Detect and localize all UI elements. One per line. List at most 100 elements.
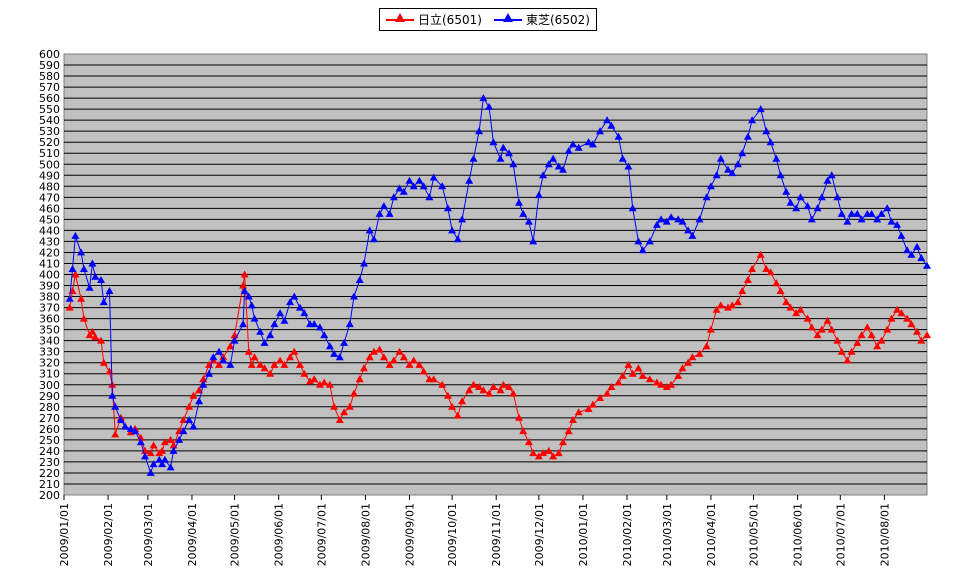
y-tick-label: 490	[39, 169, 60, 182]
data-point	[823, 316, 832, 324]
data-point	[429, 173, 438, 181]
data-point	[657, 215, 666, 223]
data-point	[330, 402, 339, 410]
data-point	[240, 287, 249, 294]
data-point	[733, 298, 742, 306]
data-point	[166, 463, 175, 471]
data-point	[667, 380, 676, 388]
data-point	[296, 360, 304, 368]
data-point	[607, 383, 616, 390]
data-point	[335, 353, 344, 361]
data-point	[419, 182, 428, 190]
x-tick-label: 2009/03/01	[142, 503, 155, 566]
data-point	[923, 331, 931, 339]
data-point	[355, 276, 364, 283]
data-point	[116, 416, 125, 423]
data-point	[519, 427, 528, 435]
data-point	[515, 198, 523, 206]
data-point	[68, 265, 77, 272]
data-point	[529, 449, 538, 457]
data-point	[453, 235, 462, 243]
data-point	[244, 292, 253, 300]
data-point	[614, 132, 623, 140]
data-point	[270, 320, 279, 328]
data-point	[843, 217, 852, 225]
data-point	[782, 187, 791, 195]
data-point	[160, 438, 169, 446]
data-point	[712, 305, 721, 313]
data-point	[438, 182, 447, 190]
data-point	[807, 323, 816, 331]
data-point	[385, 209, 394, 217]
data-point	[827, 171, 836, 179]
series-1	[65, 250, 931, 460]
data-point	[903, 246, 912, 254]
data-point	[179, 416, 188, 423]
data-point	[803, 314, 812, 322]
data-point	[893, 305, 902, 313]
data-point	[389, 356, 398, 364]
data-point	[645, 237, 654, 245]
y-tick-label: 460	[39, 202, 60, 215]
data-point	[917, 336, 926, 344]
x-tick-label: 2009/01/01	[58, 503, 71, 566]
data-point	[857, 215, 866, 223]
data-point	[489, 138, 498, 146]
data-point	[266, 369, 275, 377]
data-point	[796, 193, 805, 201]
x-tick-label: 2010/01/01	[577, 503, 590, 566]
y-tick-label: 260	[39, 423, 60, 436]
data-point	[469, 380, 478, 388]
data-point	[913, 242, 921, 250]
data-point	[438, 380, 447, 388]
y-tick-label: 530	[39, 125, 60, 138]
data-point	[385, 360, 394, 368]
data-point	[310, 375, 319, 383]
data-point	[91, 333, 100, 341]
data-point	[823, 176, 832, 184]
y-tick-label: 520	[39, 136, 60, 149]
data-point	[155, 455, 164, 463]
data-point	[240, 270, 249, 278]
data-point	[99, 358, 108, 366]
data-point	[389, 193, 398, 201]
data-point	[827, 325, 836, 333]
data-point	[877, 209, 886, 217]
data-point	[126, 424, 135, 432]
data-point	[624, 360, 633, 368]
data-point	[479, 94, 488, 102]
data-point	[574, 408, 583, 416]
data-point	[509, 160, 518, 168]
x-tick-label: 2010/05/01	[748, 503, 761, 566]
data-point	[448, 226, 457, 234]
data-point	[662, 383, 671, 390]
data-point	[748, 116, 757, 124]
y-tick-label: 500	[39, 158, 60, 171]
data-point	[837, 209, 846, 217]
data-point	[588, 400, 597, 408]
data-point	[743, 132, 752, 140]
data-point	[395, 347, 404, 355]
data-point	[296, 303, 304, 311]
x-tick-label: 2009/05/01	[229, 503, 242, 566]
data-point	[453, 411, 462, 419]
legend-marker-toshiba	[503, 13, 513, 22]
data-point	[652, 378, 661, 386]
y-tick-label: 470	[39, 191, 60, 204]
data-point	[306, 377, 314, 385]
data-point	[290, 292, 299, 300]
data-point	[71, 270, 80, 278]
x-tick-label: 2009/09/01	[403, 503, 416, 566]
data-point	[136, 438, 145, 446]
data-point	[355, 375, 364, 383]
data-point	[189, 422, 198, 430]
y-tick-label: 300	[39, 379, 60, 392]
data-point	[728, 169, 737, 177]
data-point	[684, 358, 693, 366]
data-point	[873, 215, 882, 223]
data-point	[108, 391, 117, 399]
data-point	[91, 272, 100, 280]
data-point	[813, 204, 822, 212]
data-point	[395, 184, 404, 192]
data-point	[88, 327, 97, 335]
